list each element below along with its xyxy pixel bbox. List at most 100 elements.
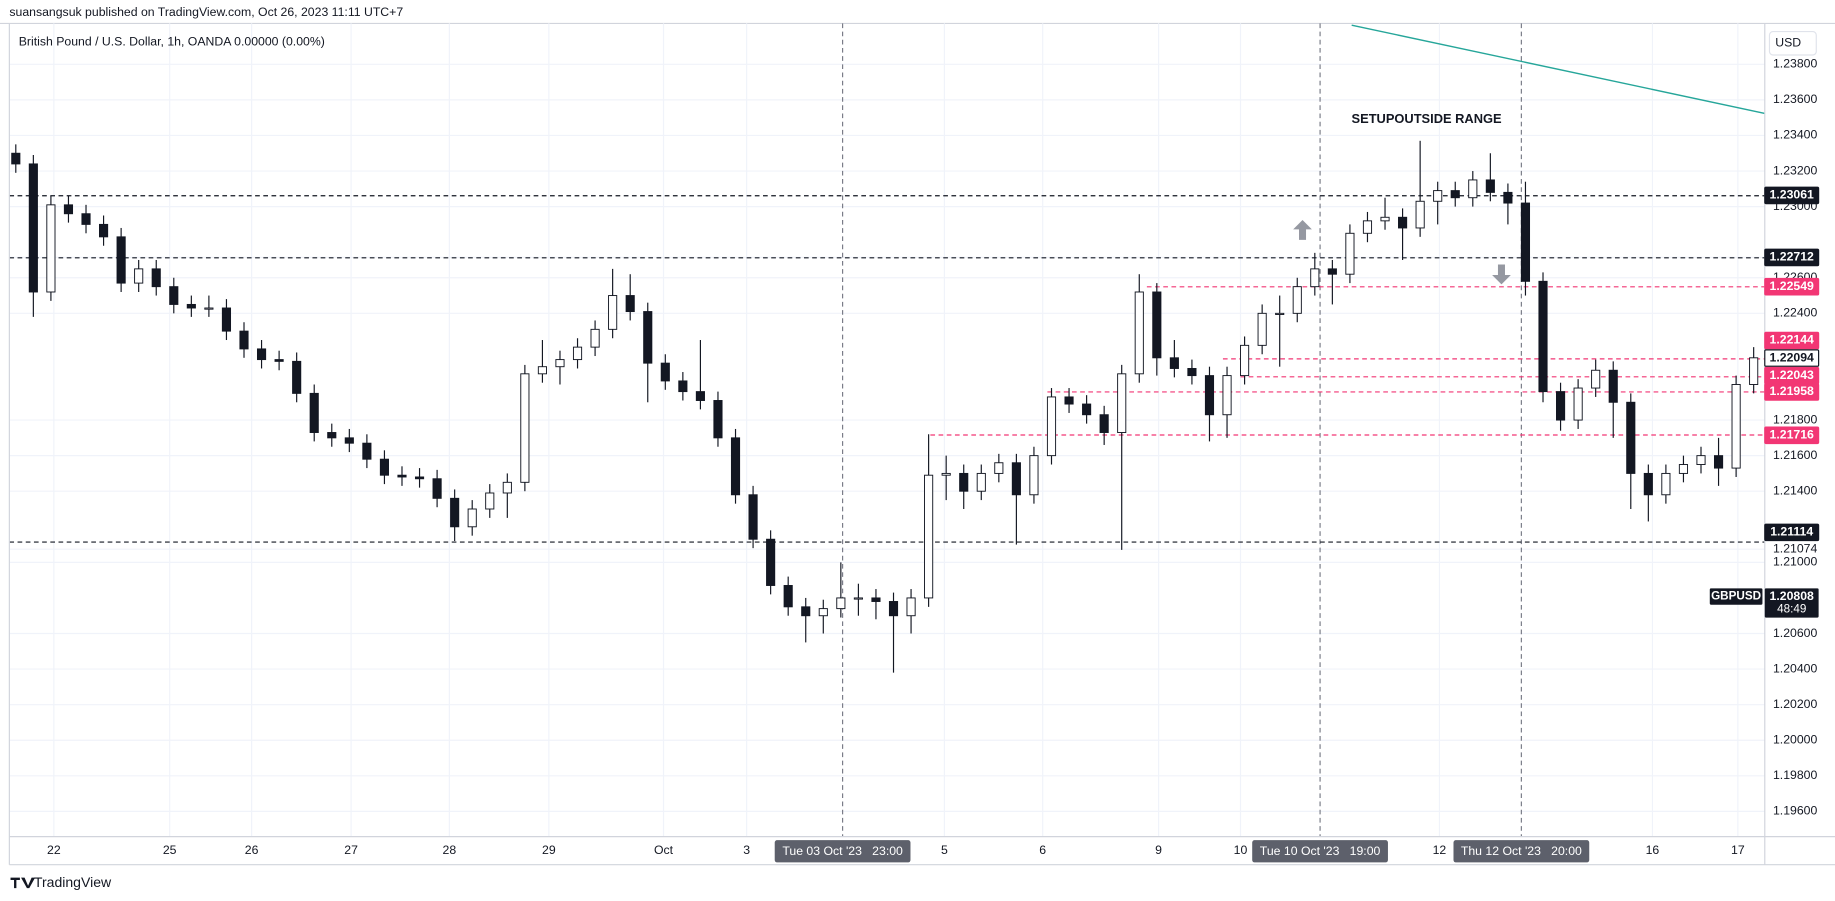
countdown-label: 48:49 <box>1777 602 1806 615</box>
candle-body <box>572 346 583 361</box>
crosshair-time-box <box>1453 840 1590 863</box>
candle-body <box>994 462 1004 474</box>
candle-body <box>1731 384 1741 469</box>
trend-line <box>1351 24 1765 115</box>
candle-body <box>221 307 232 332</box>
crosshair-time-box <box>1252 840 1388 863</box>
candle-body <box>1257 312 1267 346</box>
price-badge-label: 1.23061 <box>1770 188 1815 202</box>
candle-body <box>853 597 863 600</box>
candle-body <box>959 472 969 492</box>
price-badge-label: 1.22043 <box>1770 368 1815 382</box>
candle-body <box>1222 375 1232 416</box>
candle-body <box>1696 455 1706 465</box>
candle-body <box>1468 179 1478 199</box>
candle-body <box>1345 232 1355 275</box>
candle-body <box>537 366 547 375</box>
candle-body <box>1327 268 1337 275</box>
candle-body <box>1082 403 1092 416</box>
candle-body <box>1292 286 1302 314</box>
candle-body <box>1538 280 1548 393</box>
candle-body <box>1678 464 1689 474</box>
publisher-line: suansangsuk published on TradingView.com… <box>9 5 403 19</box>
y-tick-label: 1.21000 <box>1773 555 1818 569</box>
candle-body <box>502 481 512 494</box>
price-badge <box>1764 426 1820 445</box>
y-tick-label: 1.19600 <box>1773 804 1818 818</box>
candle-body <box>766 538 776 586</box>
y-tick-label: 1.19800 <box>1773 768 1818 782</box>
candle-body <box>660 362 670 382</box>
candle-body <box>1485 179 1495 193</box>
crosshair-time-box <box>774 840 911 863</box>
candle-body <box>678 380 688 393</box>
crosshair-time: Tue 03 Oct '23 23:00 <box>782 844 903 858</box>
candle-body <box>169 286 179 305</box>
candle-body <box>643 311 653 364</box>
candle-body <box>292 360 302 394</box>
candle-body <box>1204 375 1215 416</box>
currency[interactable]: USD <box>1775 36 1801 50</box>
candle-body <box>1713 455 1724 469</box>
annotation: SETUPOUTSIDE RANGE <box>1352 111 1502 126</box>
x-tick-label: 26 <box>245 843 259 857</box>
candle-body <box>1152 291 1162 359</box>
y-tick-label: 1.21074 <box>1773 541 1818 555</box>
price-badge <box>1764 383 1820 401</box>
y-tick-label: 1.23200 <box>1773 163 1818 177</box>
candle-body <box>924 474 934 599</box>
x-tick-label: 16 <box>1646 843 1660 857</box>
footer-brand: TradingView <box>34 874 112 890</box>
candle-body <box>1064 396 1074 405</box>
y-tick-label: 1.21400 <box>1773 483 1818 497</box>
grid <box>9 23 1765 837</box>
x-tick-label: 28 <box>443 843 457 857</box>
symbol-badge-label: GBPUSD <box>1711 590 1761 603</box>
x-tick-label: 22 <box>47 843 61 857</box>
x-tick-label: 25 <box>163 843 177 857</box>
candle-body <box>1450 190 1460 199</box>
last-price-label: 1.20808 <box>1770 589 1815 603</box>
price-badge-label: 1.22144 <box>1770 333 1815 347</box>
candle-body <box>274 359 284 362</box>
currency-box[interactable] <box>1768 31 1817 56</box>
candle-body <box>414 476 425 480</box>
candle-body <box>467 508 477 528</box>
candle-body <box>1169 357 1179 369</box>
candle-body <box>1117 373 1127 433</box>
y-tick-label: 1.20600 <box>1773 626 1818 640</box>
y-tick-label: 1.23800 <box>1773 57 1818 71</box>
candle-body <box>888 601 899 617</box>
candle-body <box>432 478 442 499</box>
candle-body <box>63 204 74 215</box>
candle-body <box>1099 414 1109 433</box>
candle-body <box>1275 312 1285 315</box>
candle-body <box>1362 220 1373 234</box>
candle-body <box>46 204 56 293</box>
candle-body <box>379 458 390 476</box>
y-tick-label: 1.21800 <box>1773 412 1818 426</box>
last-price-badge <box>1764 588 1819 618</box>
y-tick-label: 1.23600 <box>1773 92 1818 106</box>
candle-body <box>1643 472 1653 496</box>
symbol-badge <box>1709 588 1763 605</box>
price-badge-label: 1.22094 <box>1770 350 1815 364</box>
candle-body <box>730 437 741 496</box>
plot <box>9 23 1765 837</box>
crosshair-time: Thu 12 Oct '23 20:00 <box>1461 844 1582 858</box>
x-tick-label: 12 <box>1433 843 1447 857</box>
candle-body <box>748 494 758 540</box>
candle-body <box>309 392 319 433</box>
candle-body <box>713 400 723 439</box>
price-badge <box>1764 523 1820 542</box>
price-badge <box>1764 277 1820 296</box>
candle-body <box>783 585 793 608</box>
candle-body <box>134 268 144 284</box>
candle-body <box>1503 191 1513 204</box>
candle-body <box>1134 291 1144 375</box>
candle-body <box>397 474 407 478</box>
x-tick-label: 17 <box>1731 843 1745 857</box>
candle-body <box>1626 401 1636 474</box>
price-badge-label: 1.22549 <box>1770 279 1815 293</box>
